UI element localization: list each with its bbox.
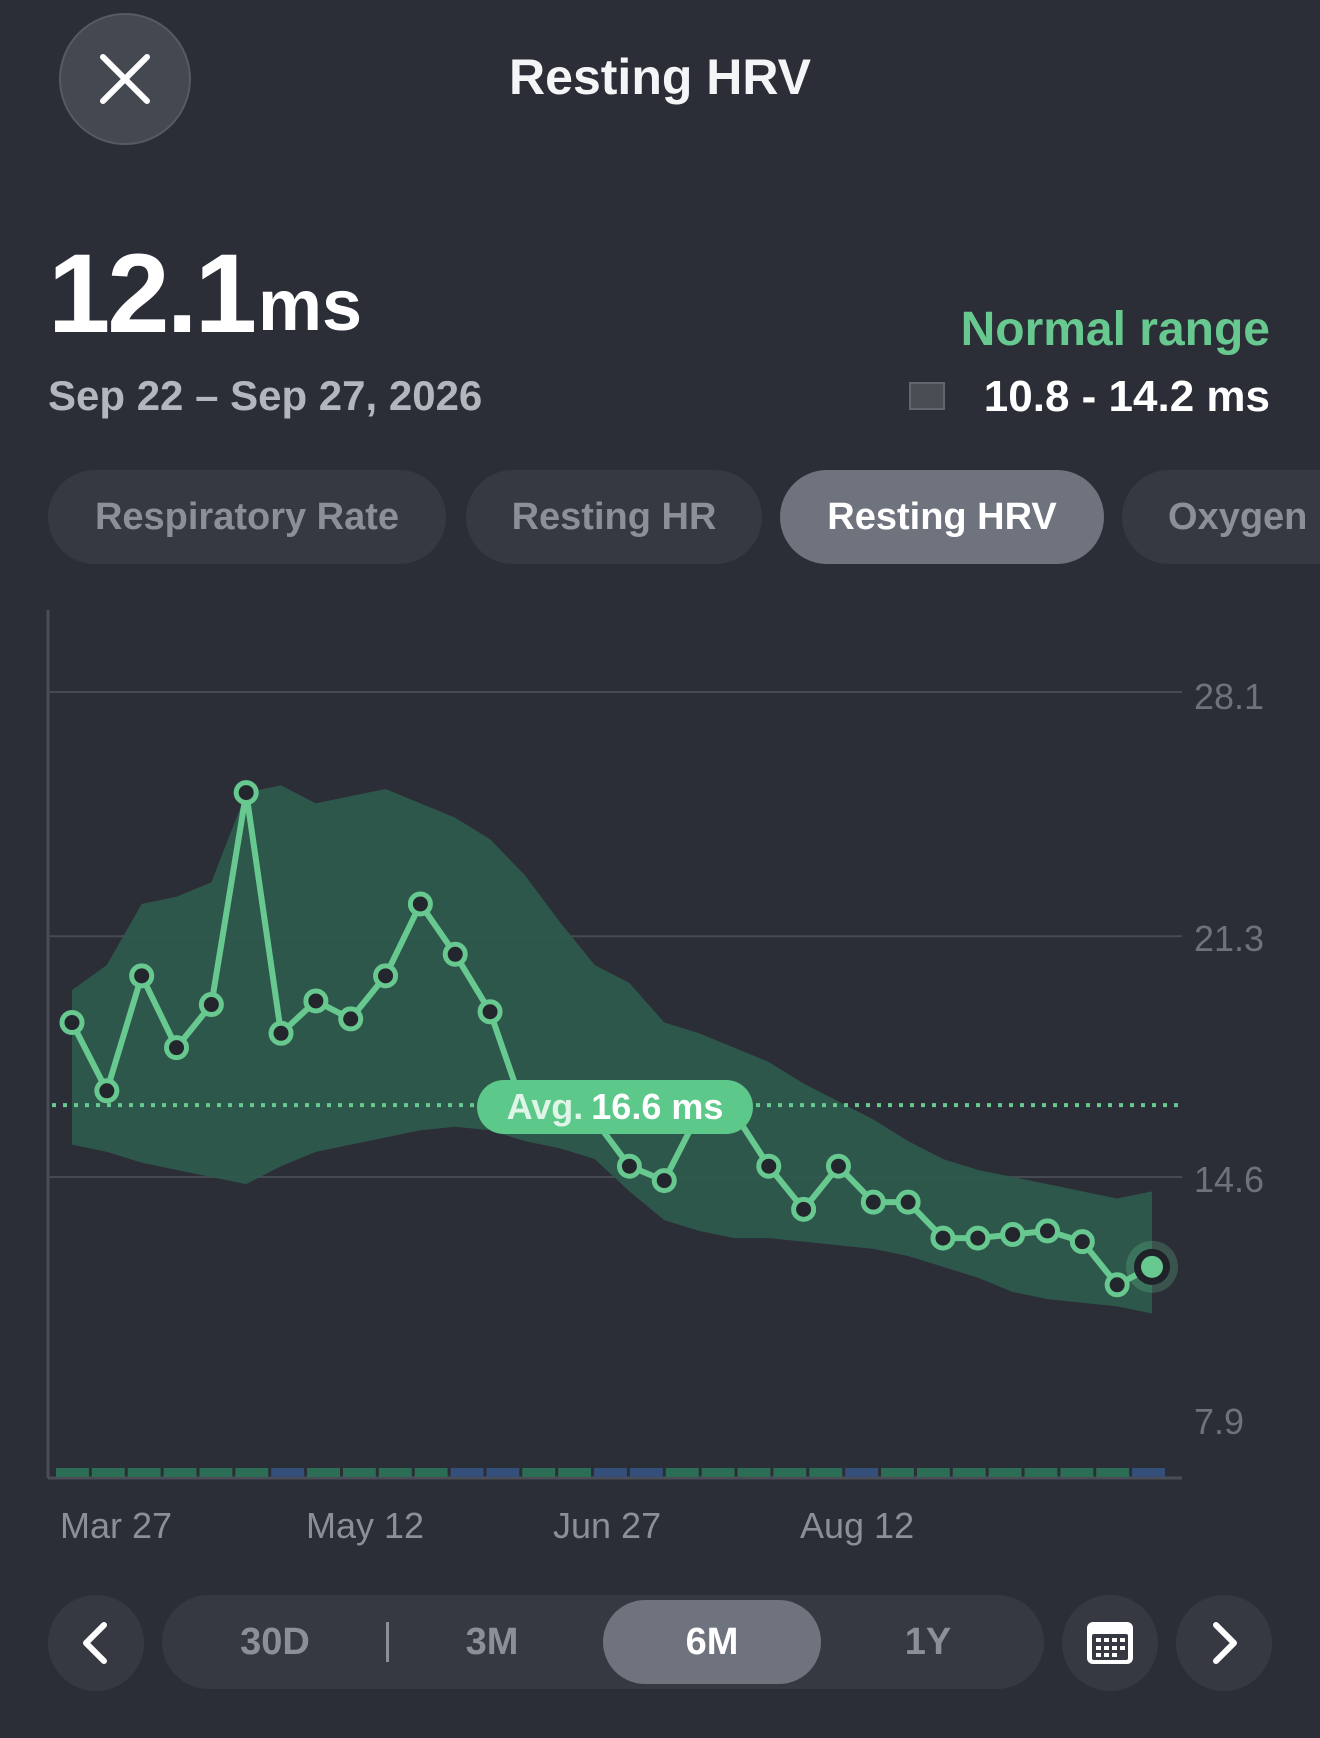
data-point <box>825 1153 851 1179</box>
x-tick-label: Aug 12 <box>800 1505 915 1546</box>
previous-button[interactable] <box>48 1595 144 1691</box>
timeline-segment <box>1024 1468 1058 1477</box>
average-badge: Avg. 16.6 ms <box>477 1080 753 1134</box>
close-button[interactable] <box>59 13 191 145</box>
normal-range-label: Normal range <box>960 303 1270 356</box>
timeline-segment <box>56 1468 89 1477</box>
data-point <box>442 941 468 967</box>
calendar-button[interactable] <box>1062 1595 1158 1691</box>
calendar-icon <box>1087 1622 1133 1664</box>
date-range: Sep 22 – Sep 27, 2026 <box>48 372 483 419</box>
timeline-segment <box>952 1468 986 1477</box>
timeline-segment <box>845 1468 879 1477</box>
period-divider <box>386 1622 389 1662</box>
timeline-segment <box>307 1468 340 1477</box>
data-point <box>338 1006 364 1032</box>
data-point <box>651 1168 677 1194</box>
data-point <box>268 1020 294 1046</box>
data-point <box>860 1189 886 1215</box>
next-button[interactable] <box>1176 1595 1272 1691</box>
timeline-segment <box>342 1468 376 1477</box>
data-point <box>791 1196 817 1222</box>
timeline-segment <box>809 1468 843 1477</box>
timeline-segment <box>773 1468 807 1477</box>
timeline-segment <box>127 1468 161 1477</box>
data-point <box>129 963 155 989</box>
timeline-segment <box>665 1468 699 1477</box>
timeline-segment <box>1132 1468 1165 1477</box>
normal-range-band <box>72 785 1152 1314</box>
timeline-segment <box>1060 1468 1094 1477</box>
y-tick-label: 7.9 <box>1194 1401 1245 1442</box>
data-point <box>94 1078 120 1104</box>
timeline-segment <box>378 1468 412 1477</box>
period-6m[interactable]: 6M <box>603 1600 821 1684</box>
tab-respiratory-rate[interactable]: Respiratory Rate <box>48 470 446 564</box>
data-point <box>303 988 329 1014</box>
average-value: 16.6 ms <box>591 1086 724 1127</box>
timeline-segment <box>271 1468 305 1477</box>
data-point <box>233 780 259 806</box>
y-tick-label: 21.3 <box>1194 918 1265 959</box>
data-point <box>616 1153 642 1179</box>
data-point <box>1104 1272 1130 1298</box>
range-swatch-icon <box>909 382 945 410</box>
data-point <box>965 1225 991 1251</box>
tab-resting-hr[interactable]: Resting HR <box>466 470 762 564</box>
timeline-segment <box>91 1468 125 1477</box>
timeline-segment <box>1096 1468 1130 1477</box>
data-point <box>477 999 503 1025</box>
x-tick-label: Mar 27 <box>60 1505 173 1546</box>
timeline-segment <box>558 1468 592 1477</box>
tab-oxygen[interactable]: Oxygen <box>1122 470 1320 564</box>
y-tick-label: 14.6 <box>1194 1159 1265 1200</box>
metric-value: 12.1 <box>48 231 257 356</box>
x-tick-label: May 12 <box>306 1505 425 1546</box>
timeline-segment <box>701 1468 735 1477</box>
data-point <box>59 1010 85 1036</box>
timeline-segment <box>235 1468 269 1477</box>
chevron-left-icon <box>83 1622 107 1664</box>
timeline-segment <box>163 1468 197 1477</box>
average-prefix: Avg. <box>506 1086 584 1127</box>
timeline-segment <box>199 1468 233 1477</box>
data-point <box>1069 1229 1095 1255</box>
data-point <box>164 1035 190 1061</box>
data-point <box>407 891 433 917</box>
data-point <box>373 963 399 989</box>
metric-unit: ms <box>258 266 363 346</box>
data-point <box>895 1189 921 1215</box>
timeline-segment <box>522 1468 556 1477</box>
x-tick-label: Jun 27 <box>553 1505 662 1546</box>
timeline-segment <box>737 1468 771 1477</box>
timeline-segment <box>450 1468 484 1477</box>
normal-range-values: 10.8 - 14.2 ms <box>983 372 1270 421</box>
timeline-segment <box>629 1468 663 1477</box>
y-tick-label: 28.1 <box>1194 676 1265 717</box>
period-3m[interactable]: 3M <box>465 1620 519 1663</box>
timeline-segment <box>881 1468 914 1477</box>
close-icon <box>100 54 150 104</box>
data-point <box>1000 1221 1026 1247</box>
latest-point <box>1141 1255 1163 1278</box>
period-30d[interactable]: 30D <box>240 1620 310 1663</box>
timeline-segment <box>594 1468 627 1477</box>
timeline-segment <box>988 1468 1022 1477</box>
timeline-segment <box>414 1468 448 1477</box>
timeline-segment <box>486 1468 520 1477</box>
data-point <box>1034 1218 1060 1244</box>
data-point <box>930 1225 956 1251</box>
timeline-segment <box>916 1468 950 1477</box>
chevron-right-icon <box>1213 1622 1237 1664</box>
tab-resting-hrv[interactable]: Resting HRV <box>780 470 1104 564</box>
data-point <box>198 992 224 1018</box>
page-title: Resting HRV <box>509 49 811 105</box>
data-point <box>756 1153 782 1179</box>
period-1y[interactable]: 1Y <box>904 1620 952 1663</box>
